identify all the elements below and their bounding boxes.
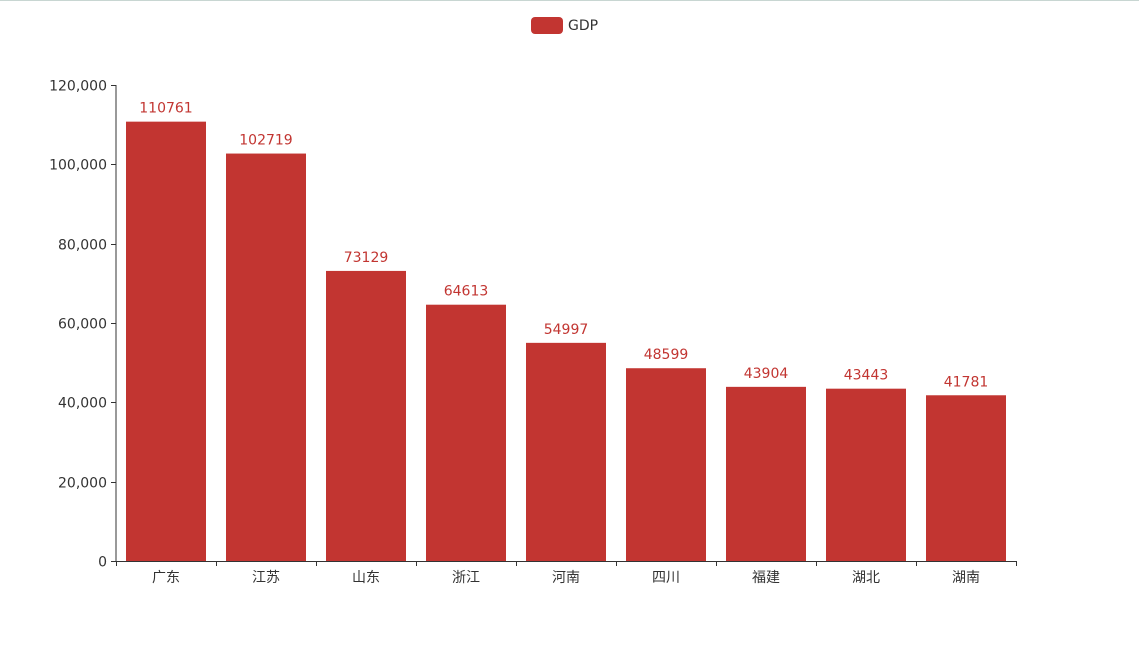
top-border-line [0,0,1139,1]
y-tick-label: 120,000 [49,79,107,95]
y-tick-label: 60,000 [58,317,107,333]
bar-value-label: 48599 [644,347,689,363]
bar-value-label: 64613 [444,284,489,300]
y-tick-label: 80,000 [58,238,107,254]
x-category-label: 湖南 [952,570,980,586]
bar-value-label: 54997 [544,322,589,338]
bar-series-gdp [126,121,1006,561]
bar[interactable] [926,395,1006,561]
y-tick-label: 0 [98,555,107,571]
chart-legend[interactable]: GDP [531,17,598,34]
bar[interactable] [726,386,806,561]
bar-value-label: 43904 [744,366,789,382]
bar[interactable] [126,121,206,561]
y-axis: 0 20,000 40,000 60,000 80,000 100,000 120,000 [49,79,117,571]
bar-value-label: 41781 [944,374,989,390]
value-labels: 110761 102719 73129 64613 54997 48599 43904 434… [139,101,988,391]
x-category-label: 江苏 [252,570,280,586]
bar[interactable] [626,368,706,561]
bar-value-label: 102719 [239,133,292,149]
x-category-label: 河南 [552,570,580,586]
y-tick-label: 20,000 [58,476,107,492]
x-category-label: 浙江 [452,570,480,586]
x-axis: 广东 江苏 山东 浙江 河南 四川 福建 湖北 湖南 [116,561,1017,586]
x-category-label: 湖北 [852,570,880,586]
y-tick-label: 40,000 [58,396,107,412]
x-category-label: 四川 [652,570,680,586]
bar[interactable] [226,153,306,561]
bar[interactable] [426,304,506,561]
bar[interactable] [326,270,406,561]
bar-value-label: 73129 [344,250,389,266]
bar-value-label: 43443 [844,368,889,384]
x-category-label: 广东 [152,570,180,586]
legend-swatch-gdp[interactable] [531,17,563,34]
bar[interactable] [826,388,906,561]
x-category-label: 福建 [752,570,780,586]
legend-label-gdp[interactable]: GDP [568,18,598,34]
y-tick-label: 100,000 [49,158,107,174]
x-category-label: 山东 [352,570,380,586]
bar[interactable] [526,342,606,561]
bar-value-label: 110761 [139,101,192,117]
